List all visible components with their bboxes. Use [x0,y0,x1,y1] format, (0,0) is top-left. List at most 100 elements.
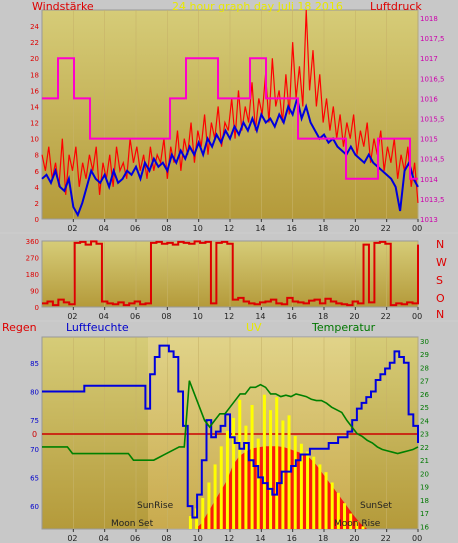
x-tick-label: 10 [193,534,203,543]
y-tick-label: 24 [420,417,429,425]
y-tick-label: 70 [30,446,39,454]
uv-bar [299,443,303,529]
y-tick-label: 1013,5 [420,196,445,204]
y-tick-label: 18 [30,71,39,79]
uv-bar [219,446,223,529]
x-tick-label: 18 [318,312,328,321]
y-tick-label: 18 [420,497,429,505]
moonrise-label: Moon Rise [334,519,381,529]
x-tick-label: 06 [130,534,140,543]
humidity-label: Luftfeuchte [66,321,129,334]
x-tick-label: 14 [255,534,265,543]
y-tick-label: 16 [420,523,429,531]
pressure-y-axis: 1013 1013,5 1014 1014,5 1015 1015,5 1016 1016,5… [420,15,445,224]
x-tick-label: 08 [161,312,171,321]
rain-tick-label: 0 [32,430,37,439]
x-tick-label: 12 [224,534,234,543]
x-tick-label: 00 [412,312,422,321]
y-tick-label: 19 [420,484,429,492]
x-tick-label: 22 [381,224,391,233]
x-tick-label: 02 [67,312,77,321]
uv-bar [343,503,347,529]
uv-bar [306,451,310,529]
y-tick-label: 0 [35,304,39,312]
uv-bar [269,410,273,529]
compass-w: W [436,256,447,269]
y-tick-label: 26 [420,391,429,399]
uv-bar [281,420,285,529]
x-tick-label: 20 [349,534,359,543]
y-tick-label: 22 [30,39,39,47]
wind-series-group [41,9,419,218]
humidity-series [42,344,419,519]
uv-bar [262,394,266,529]
uv-label: UV [246,321,262,334]
y-tick-label: 14 [30,103,39,111]
y-tick-label: 1017 [420,55,438,63]
y-tick-label: 8 [35,152,39,160]
x-tick-label: 14 [255,224,265,233]
y-tick-label: 1015,5 [420,116,445,124]
direction-y-axis: 0 90 180 270 360 [26,238,39,312]
y-tick-label: 21 [420,457,429,465]
x-tick-label: 06 [130,224,140,233]
rain-label: Regen [2,321,37,334]
x-tick-label: 18 [318,534,328,543]
x-tick-label: 04 [99,312,109,321]
compass-o: O [436,292,445,305]
x-tick-label: 06 [130,312,140,321]
compass-n-top: N [436,238,444,251]
x-tick-label: 20 [349,312,359,321]
x-tick-label: 10 [193,224,203,233]
y-tick-label: 23 [420,431,429,439]
y-tick-label: 2 [35,200,39,208]
x-tick-label: 22 [381,312,391,321]
x-tick-label: 12 [224,224,234,233]
y-tick-label: 0 [35,216,39,224]
climate-series-group [42,344,419,529]
y-tick-label: 29 [420,351,429,359]
wind-speed-series [41,9,419,203]
y-tick-label: 75 [30,417,39,425]
y-tick-label: 6 [35,168,40,176]
y-tick-label: 180 [26,271,39,279]
y-tick-label: 10 [30,136,39,144]
y-tick-label: 80 [30,388,39,396]
uv-bar [195,508,199,529]
direction-grid [73,241,419,307]
y-tick-label: 16 [30,87,39,95]
uv-bar [225,430,229,529]
y-tick-label: 1016 [420,95,438,103]
uv-bar [256,438,260,529]
temperature-y-axis: 16 17 18 19 20 21 22 23 24 25 26 27 28 29 30 [420,338,429,531]
uv-bar [324,472,328,529]
x-tick-label: 14 [255,312,265,321]
avg-wind-series [41,98,419,218]
x-tick-label: 20 [349,224,359,233]
y-tick-label: 1014,5 [420,156,445,164]
sunset-label: SunSet [360,501,392,511]
uv-bar [355,521,359,529]
y-tick-label: 1013 [420,216,438,224]
pressure-series [42,57,418,180]
y-tick-label: 1015 [420,136,438,144]
y-tick-label: 60 [30,503,39,511]
x-tick-label: 16 [287,224,297,233]
uv-bar [293,436,297,529]
uv-bar [244,425,248,529]
direction-x-axis: 02 04 06 08 10 12 14 16 18 20 22 00 [67,307,422,321]
x-tick-label: 00 [412,534,422,543]
y-tick-label: 270 [26,255,39,263]
x-tick-label: 08 [161,224,171,233]
x-tick-label: 00 [412,224,422,233]
uv-bar [213,464,217,529]
y-tick-label: 1017,5 [420,35,445,43]
y-tick-label: 24 [30,23,39,31]
uv-bar [232,417,236,529]
y-tick-label: 30 [420,338,429,346]
uv-bar [349,513,353,529]
y-tick-label: 22 [420,444,429,452]
y-tick-label: 90 [30,288,39,296]
